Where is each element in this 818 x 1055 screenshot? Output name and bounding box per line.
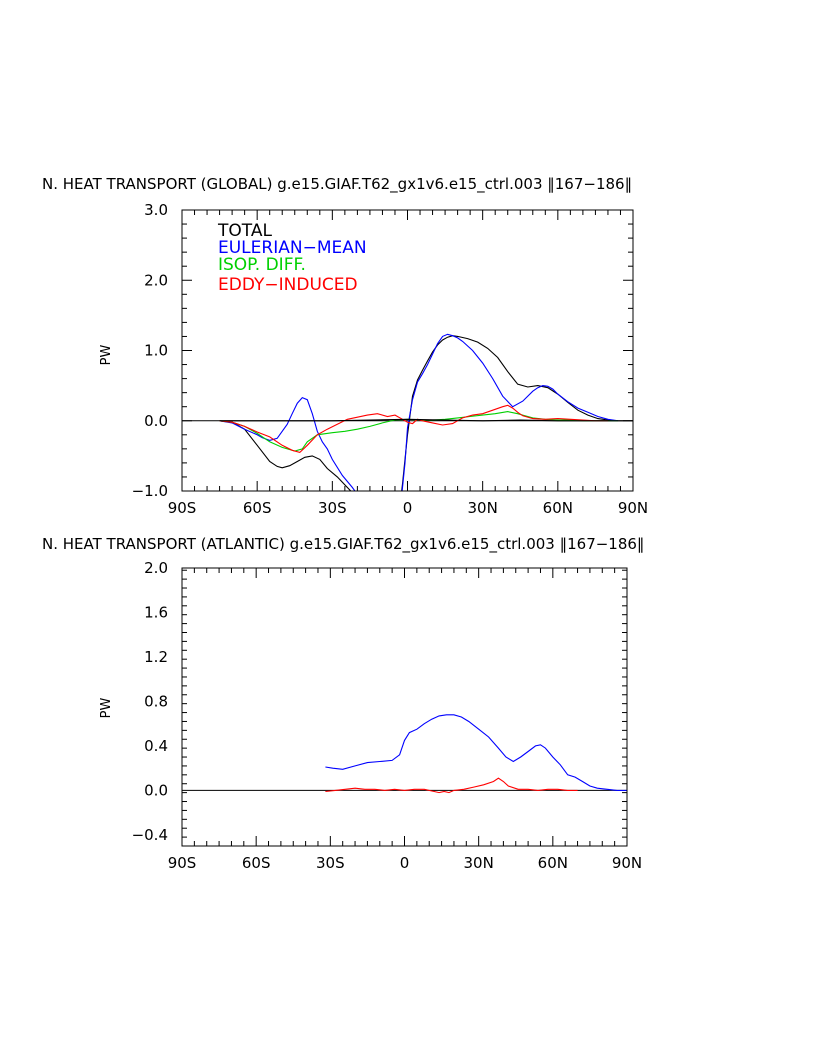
global-x-tick-label: 30S bbox=[318, 499, 347, 517]
atlantic-x-tick-label: 60N bbox=[538, 854, 568, 872]
atlantic-x-tick-label: 30S bbox=[316, 854, 345, 872]
atlantic-y-tick-label: 2.0 bbox=[144, 559, 168, 577]
atlantic-series-0-line bbox=[325, 714, 627, 791]
atlantic-x-tick-label: 90S bbox=[168, 854, 197, 872]
global-x-tick-label: 90N bbox=[618, 499, 648, 517]
legend-isop-diff: ISOP. DIFF. bbox=[218, 255, 306, 275]
atlantic-x-tick-label: 0 bbox=[400, 854, 410, 872]
global-series-1-eulerian-mean bbox=[219, 333, 619, 491]
global-x-tick-label: 90S bbox=[168, 499, 197, 517]
global-legend: TOTAL EULERIAN−MEAN ISOP. DIFF. EDDY−IND… bbox=[217, 221, 367, 295]
global-x-tick-label: 60N bbox=[543, 499, 573, 517]
global-x-tick-label: 0 bbox=[403, 499, 413, 517]
atlantic-x-tick-label: 60S bbox=[242, 854, 271, 872]
global-y-tick-label: 1.0 bbox=[144, 342, 168, 360]
atlantic-y-tick-label: 1.6 bbox=[144, 603, 168, 621]
legend-eddy-induced: EDDY−INDUCED bbox=[218, 275, 358, 295]
global-series-0-total bbox=[219, 335, 619, 491]
global-y-tick-label: 2.0 bbox=[144, 271, 168, 289]
atlantic-y-tick-label: 0.8 bbox=[144, 692, 168, 710]
atlantic-x-tick-label: 90N bbox=[612, 854, 642, 872]
atlantic-chart-panel: N. HEAT TRANSPORT (ATLANTIC) g.e15.GIAF.… bbox=[42, 535, 644, 872]
global-chart-panel: N. HEAT TRANSPORT (GLOBAL) g.e15.GIAF.T6… bbox=[42, 175, 648, 517]
atlantic-x-tick-label: 30N bbox=[464, 854, 494, 872]
global-x-tick-label: 30N bbox=[468, 499, 498, 517]
atlantic-y-tick-label: 0.4 bbox=[144, 737, 168, 755]
global-y-tick-label: 3.0 bbox=[144, 201, 168, 219]
atlantic-y-tick-label: −0.4 bbox=[132, 826, 168, 844]
atlantic-y-axis-label: PW bbox=[99, 698, 114, 719]
global-y-tick-label: −1.0 bbox=[132, 482, 168, 500]
legend-total: TOTAL bbox=[217, 221, 272, 241]
atlantic-y-tick-label: 1.2 bbox=[144, 648, 168, 666]
global-y-axis-label: PW bbox=[99, 345, 114, 366]
global-series-3-eddy-induced bbox=[219, 404, 608, 454]
global-chart-title: N. HEAT TRANSPORT (GLOBAL) g.e15.GIAF.T6… bbox=[42, 175, 632, 194]
legend-eulerian-mean: EULERIAN−MEAN bbox=[218, 238, 367, 258]
atlantic-series-1-line bbox=[325, 777, 578, 794]
global-x-tick-label: 60S bbox=[243, 499, 272, 517]
atlantic-chart-title: N. HEAT TRANSPORT (ATLANTIC) g.e15.GIAF.… bbox=[42, 535, 644, 554]
global-series-4-line bbox=[219, 418, 633, 422]
atlantic-y-tick-label: 0.0 bbox=[144, 781, 168, 799]
global-y-tick-label: 0.0 bbox=[144, 412, 168, 430]
